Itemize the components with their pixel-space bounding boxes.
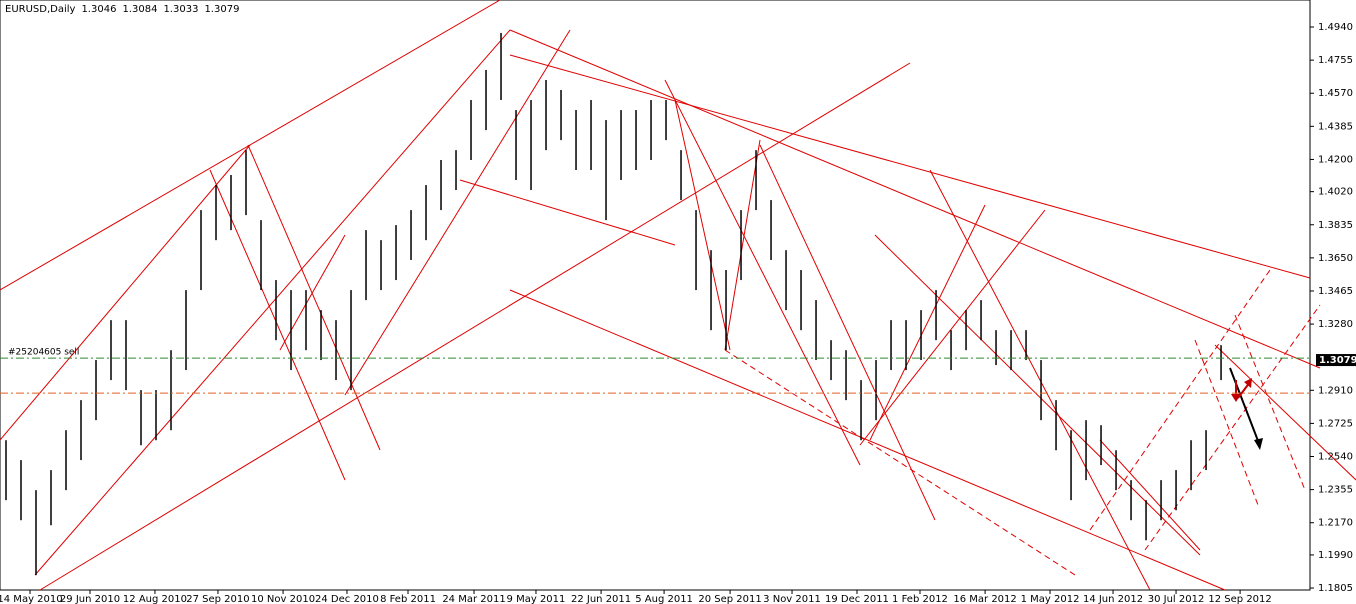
arrowhead [1254,438,1263,450]
x-tick-label: 24 Dec 2010 [315,594,379,604]
trendline [1089,269,1271,531]
trendline [0,144,251,441]
trendline [34,29,511,576]
arrowhead [1231,394,1241,402]
x-tick-label: 14 Jun 2012 [1083,594,1143,604]
y-tick-label: 1.2170 [1318,518,1353,529]
trendline [509,29,1321,369]
trendline [1214,344,1356,481]
trendline [39,62,911,591]
trendline [247,144,381,451]
x-tick-label: 1 May 2012 [1021,594,1080,604]
y-tick-label: 1.3650 [1318,253,1353,264]
x-tick-label: 12 Aug 2010 [123,594,187,604]
trendline [869,204,986,441]
y-tick-label: 1.4385 [1318,121,1353,132]
arrowhead [1244,378,1252,388]
y-tick-label: 1.4940 [1318,22,1353,33]
y-tick-label: 1.2355 [1318,485,1353,496]
x-tick-label: 24 Mar 2011 [442,594,505,604]
trendline [929,169,1151,591]
y-tick-label: 1.2540 [1318,452,1353,463]
x-tick-label: 19 Dec 2011 [825,594,889,604]
ohlc-value: 1.3046 [81,4,116,15]
trendline [859,209,1046,446]
price-box [1316,354,1356,367]
ohlc-value: 1.3033 [163,4,198,15]
trendline [344,29,571,396]
x-tick-label: 14 May 2010 [0,594,63,604]
x-tick-label: 9 May 2011 [507,594,566,604]
y-tick-label: 1.2910 [1318,385,1353,396]
symbol: EURUSD,Daily [5,4,76,15]
x-tick-label: 1 Feb 2012 [892,594,948,604]
trendline [509,289,1226,591]
x-tick-label: 20 Sep 2011 [698,594,761,604]
trendline [724,139,761,351]
x-tick-label: 27 Sep 2010 [186,594,249,604]
order-label: #25204605 sell [8,348,79,358]
price-box-label: 1.3079 [1319,355,1356,366]
x-tick-label: 16 Mar 2012 [953,594,1016,604]
trendline [509,54,1311,279]
x-tick-label: 3 Nov 2011 [763,594,821,604]
trendline [674,99,731,351]
y-tick-label: 1.3835 [1318,220,1353,231]
y-tick-label: 1.3280 [1318,319,1353,330]
x-tick-label: 22 Jun 2011 [571,594,631,604]
x-tick-label: 30 Jul 2012 [1148,594,1205,604]
y-tick-label: 1.4570 [1318,88,1353,99]
header: EURUSD,Daily 1.3046 1.3084 1.3033 1.3079 [5,4,239,15]
y-tick-label: 1.4020 [1318,187,1353,198]
trendline [759,144,936,521]
ohlc-value: 1.3084 [122,4,157,15]
trendline [459,179,676,246]
ohlc-value: 1.3079 [204,4,239,15]
trendline [209,169,346,481]
trendlines [0,0,1356,591]
trendline [1234,314,1306,491]
x-tick-label: 5 Aug 2011 [635,594,693,604]
x-tick-label: 10 Nov 2010 [251,594,315,604]
y-tick-label: 1.1990 [1318,550,1353,561]
y-tick-label: 1.4755 [1318,55,1353,66]
trendline [664,79,861,466]
x-tick-label: 29 Jun 2010 [60,594,120,604]
y-tick-label: 1.4200 [1318,154,1353,165]
y-tick-label: 1.3465 [1318,286,1353,297]
bars [5,32,1222,576]
trendline [1144,304,1321,551]
plot-frame [0,0,1311,591]
x-tick-label: 12 Sep 2012 [1208,594,1271,604]
x-tick-label: 8 Feb 2011 [380,594,436,604]
y-tick-label: 1.2725 [1318,418,1353,429]
y-tick-label: 1.1805 [1318,583,1353,594]
